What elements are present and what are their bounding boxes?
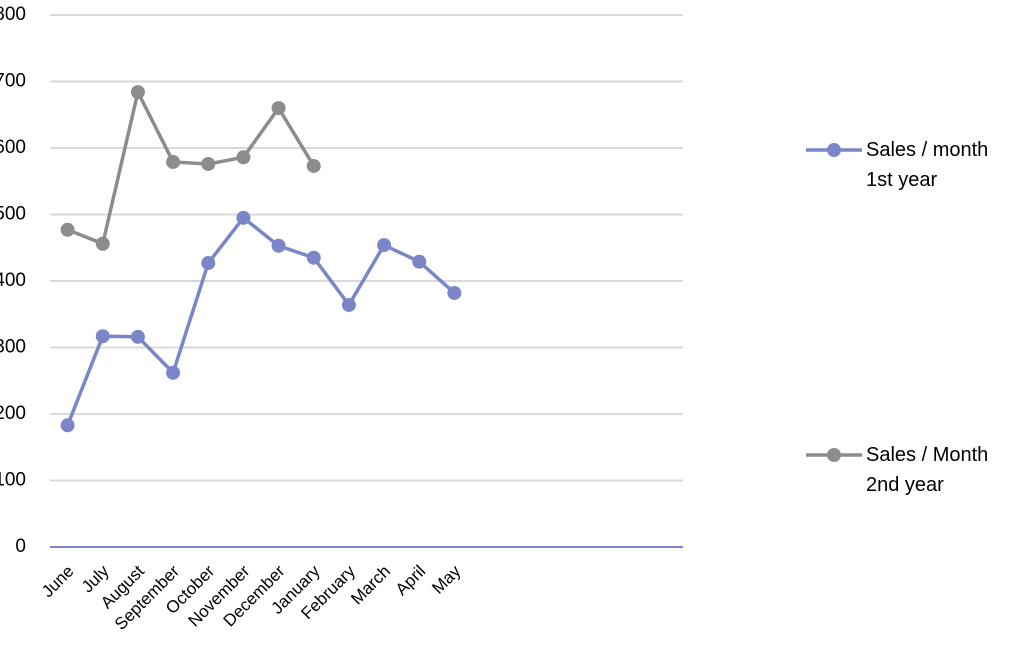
legend-label: Sales / Month 2nd year	[866, 444, 989, 496]
y-tick-label: 200	[0, 403, 26, 424]
data-point	[130, 85, 145, 100]
data-point	[412, 254, 427, 269]
legend-marker	[827, 448, 841, 462]
y-tick-label: 300	[0, 337, 26, 358]
y-tick-label: 800	[0, 4, 26, 25]
y-tick-label: 400	[0, 270, 26, 291]
data-point	[341, 297, 356, 312]
data-point	[201, 156, 216, 171]
data-point	[271, 238, 286, 253]
data-point	[447, 285, 462, 300]
x-tick-label: June	[38, 562, 78, 602]
data-point	[60, 418, 75, 433]
x-tick-label: May	[428, 561, 464, 597]
data-point	[306, 158, 321, 173]
data-point	[60, 222, 75, 237]
legend-marker	[827, 143, 841, 157]
data-point	[377, 238, 392, 253]
data-point	[95, 236, 110, 251]
data-point	[271, 101, 286, 116]
x-tick-label: March	[347, 562, 394, 609]
y-tick-label: 500	[0, 204, 26, 225]
series-line	[66, 87, 316, 247]
x-tick-label: April	[392, 562, 429, 599]
series-line	[65, 215, 456, 426]
y-tick-label: 0	[15, 536, 26, 557]
data-point	[166, 365, 181, 380]
data-point	[306, 250, 321, 265]
data-point	[130, 329, 145, 344]
data-point	[201, 256, 216, 271]
data-point	[166, 154, 181, 169]
data-point	[236, 150, 251, 165]
y-tick-label: 600	[0, 137, 26, 158]
y-tick-label: 700	[0, 71, 26, 92]
legend-label: Sales / month 1st year	[866, 139, 989, 191]
y-tick-label: 100	[0, 470, 26, 491]
data-point	[236, 210, 251, 225]
data-point	[95, 329, 110, 344]
